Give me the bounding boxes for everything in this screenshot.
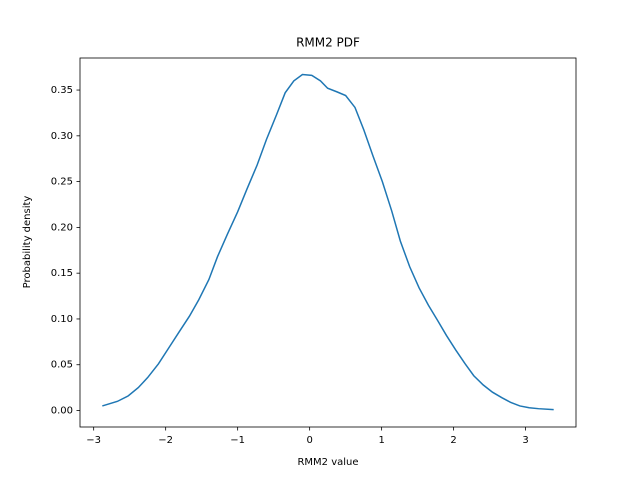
x-tick-label: 0 <box>306 435 312 446</box>
y-tick-label: 0.00 <box>51 406 73 417</box>
y-tick-label: 0.35 <box>51 85 73 96</box>
y-tick-label: 0.30 <box>51 131 73 142</box>
y-tick-label: 0.15 <box>51 268 73 279</box>
y-tick-label: 0.10 <box>51 314 73 325</box>
x-tick-label: 1 <box>378 435 384 446</box>
x-tick-label: 3 <box>522 435 528 446</box>
x-tick-label: −3 <box>86 435 101 446</box>
x-axis-label: RMM2 value <box>297 457 358 468</box>
axes-frame <box>79 57 577 428</box>
x-tick-label: −1 <box>230 435 245 446</box>
y-tick-label: 0.25 <box>51 177 73 188</box>
x-tick-label: −2 <box>158 435 173 446</box>
x-tick-label: 2 <box>450 435 456 446</box>
y-tick-label: 0.05 <box>51 360 73 371</box>
y-tick-label: 0.20 <box>51 222 73 233</box>
line-series <box>102 73 554 411</box>
y-axis-label: Probability density <box>22 196 33 289</box>
chart-title: RMM2 PDF <box>296 36 360 50</box>
